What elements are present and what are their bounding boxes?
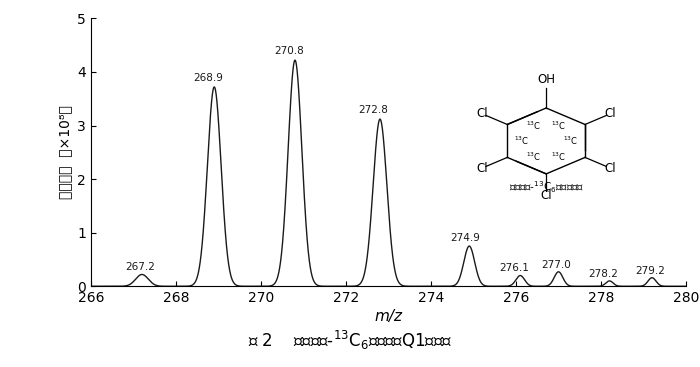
Text: 276.1: 276.1	[499, 264, 528, 273]
Text: 279.2: 279.2	[635, 266, 665, 276]
Text: 270.8: 270.8	[274, 46, 304, 56]
Text: 267.2: 267.2	[125, 262, 155, 272]
Text: 268.9: 268.9	[193, 73, 223, 83]
Text: 272.8: 272.8	[358, 105, 389, 115]
X-axis label: m/z: m/z	[374, 309, 402, 324]
Text: 274.9: 274.9	[450, 233, 480, 243]
Text: 图 2    五氯苯酚-$^{13}$C$_6$母离子（Q1）图谱: 图 2 五氯苯酚-$^{13}$C$_6$母离子（Q1）图谱	[248, 329, 452, 352]
Text: 277.0: 277.0	[542, 259, 571, 270]
Y-axis label: 响应强度  （×10⁸）: 响应强度 （×10⁸）	[57, 105, 71, 199]
Text: 278.2: 278.2	[588, 269, 618, 279]
